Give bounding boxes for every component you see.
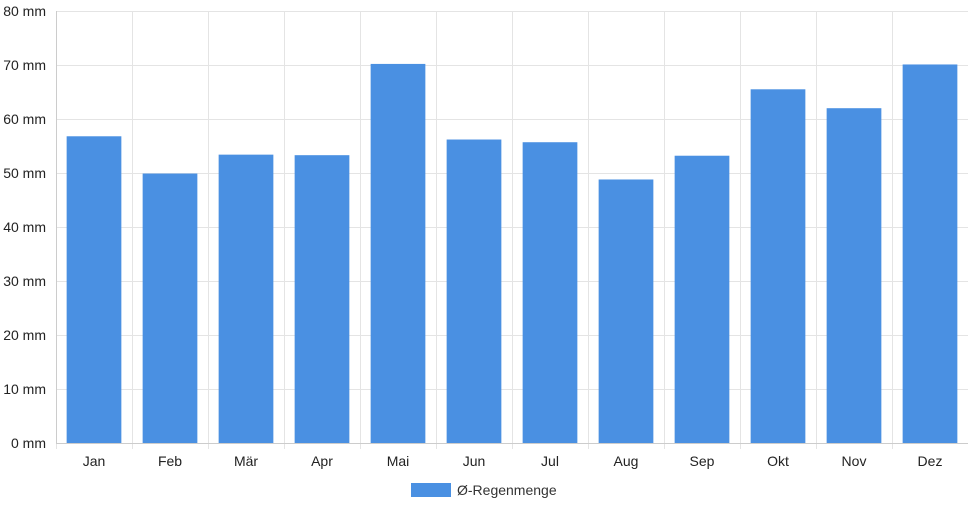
x-tick-label: Mär	[234, 453, 258, 469]
y-tick-label: 0 mm	[11, 435, 46, 451]
x-tick-label: Feb	[158, 453, 182, 469]
y-tick-label: 60 mm	[3, 111, 46, 127]
bar-dez[interactable]	[902, 64, 958, 444]
legend-label: Ø-Regenmenge	[457, 482, 557, 498]
x-tick-label: Nov	[842, 453, 867, 469]
y-tick-label: 80 mm	[3, 3, 46, 19]
bar-jul[interactable]	[522, 142, 578, 443]
bar-jun[interactable]	[446, 139, 502, 443]
x-tick-label: Okt	[767, 453, 789, 469]
y-tick-label: 30 mm	[3, 273, 46, 289]
bar-sep[interactable]	[674, 155, 730, 443]
bar-mai[interactable]	[370, 63, 426, 444]
grid-lines	[56, 11, 968, 449]
bar-nov[interactable]	[826, 108, 882, 443]
bar-aug[interactable]	[598, 179, 654, 444]
x-tick-label: Sep	[690, 453, 715, 469]
legend[interactable]: Ø-Regenmenge	[411, 482, 557, 498]
y-tick-label: 20 mm	[3, 327, 46, 343]
x-tick-label: Apr	[311, 453, 333, 469]
axes	[56, 11, 968, 444]
bar-feb[interactable]	[142, 173, 198, 444]
x-tick-label: Jan	[83, 453, 106, 469]
y-tick-label: 50 mm	[3, 165, 46, 181]
bar-apr[interactable]	[294, 155, 350, 443]
y-axis-tick-labels: 0 mm 10 mm 20 mm 30 mm 40 mm 50 mm 60 mm 70 mm 8…	[3, 3, 46, 451]
x-tick-label: Jul	[541, 453, 559, 469]
bars	[66, 63, 958, 444]
x-axis-tick-labels: Jan Feb Mär Apr Mai Jun Jul Aug Sep Okt Nov Dez	[83, 453, 943, 469]
x-tick-label: Jun	[463, 453, 486, 469]
bar-okt[interactable]	[750, 89, 806, 444]
y-tick-label: 10 mm	[3, 381, 46, 397]
bar-jan[interactable]	[66, 136, 122, 443]
y-tick-label: 70 mm	[3, 57, 46, 73]
x-tick-label: Dez	[918, 453, 943, 469]
x-tick-label: Mai	[387, 453, 410, 469]
bar-mär[interactable]	[218, 154, 274, 443]
legend-swatch	[411, 483, 451, 497]
x-tick-label: Aug	[614, 453, 639, 469]
y-tick-label: 40 mm	[3, 219, 46, 235]
